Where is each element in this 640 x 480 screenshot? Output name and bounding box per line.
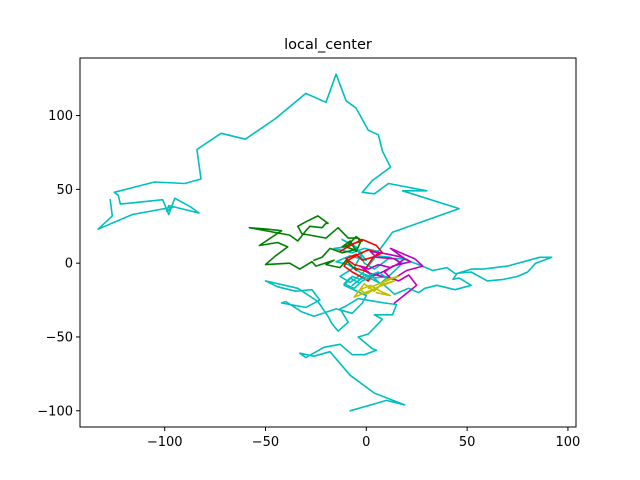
series-line-1 (248, 215, 364, 272)
x-tick-label: 0 (362, 435, 370, 450)
series-line-5 (353, 275, 400, 298)
y-tick-label: −100 (37, 404, 73, 419)
series-line-0 (97, 73, 553, 412)
x-tick-label: −100 (147, 435, 183, 450)
series-layer (97, 73, 553, 412)
y-axis: −100 −50 0 50 100 (37, 109, 80, 419)
y-tick-label: 50 (56, 183, 73, 198)
series-line-3 (359, 247, 424, 304)
series-line-4 (343, 271, 388, 290)
y-tick-label: −50 (46, 330, 73, 345)
series-line-2 (339, 238, 384, 282)
x-tick-label: 100 (556, 435, 581, 450)
x-tick-label: 50 (459, 435, 476, 450)
x-tick-label: −50 (252, 435, 279, 450)
chart-title: local_center (284, 37, 372, 53)
x-axis: −100 −50 0 50 100 (147, 427, 581, 450)
plot-frame (79, 57, 577, 428)
y-tick-label: 0 (65, 257, 73, 272)
y-tick-label: 100 (48, 109, 73, 124)
